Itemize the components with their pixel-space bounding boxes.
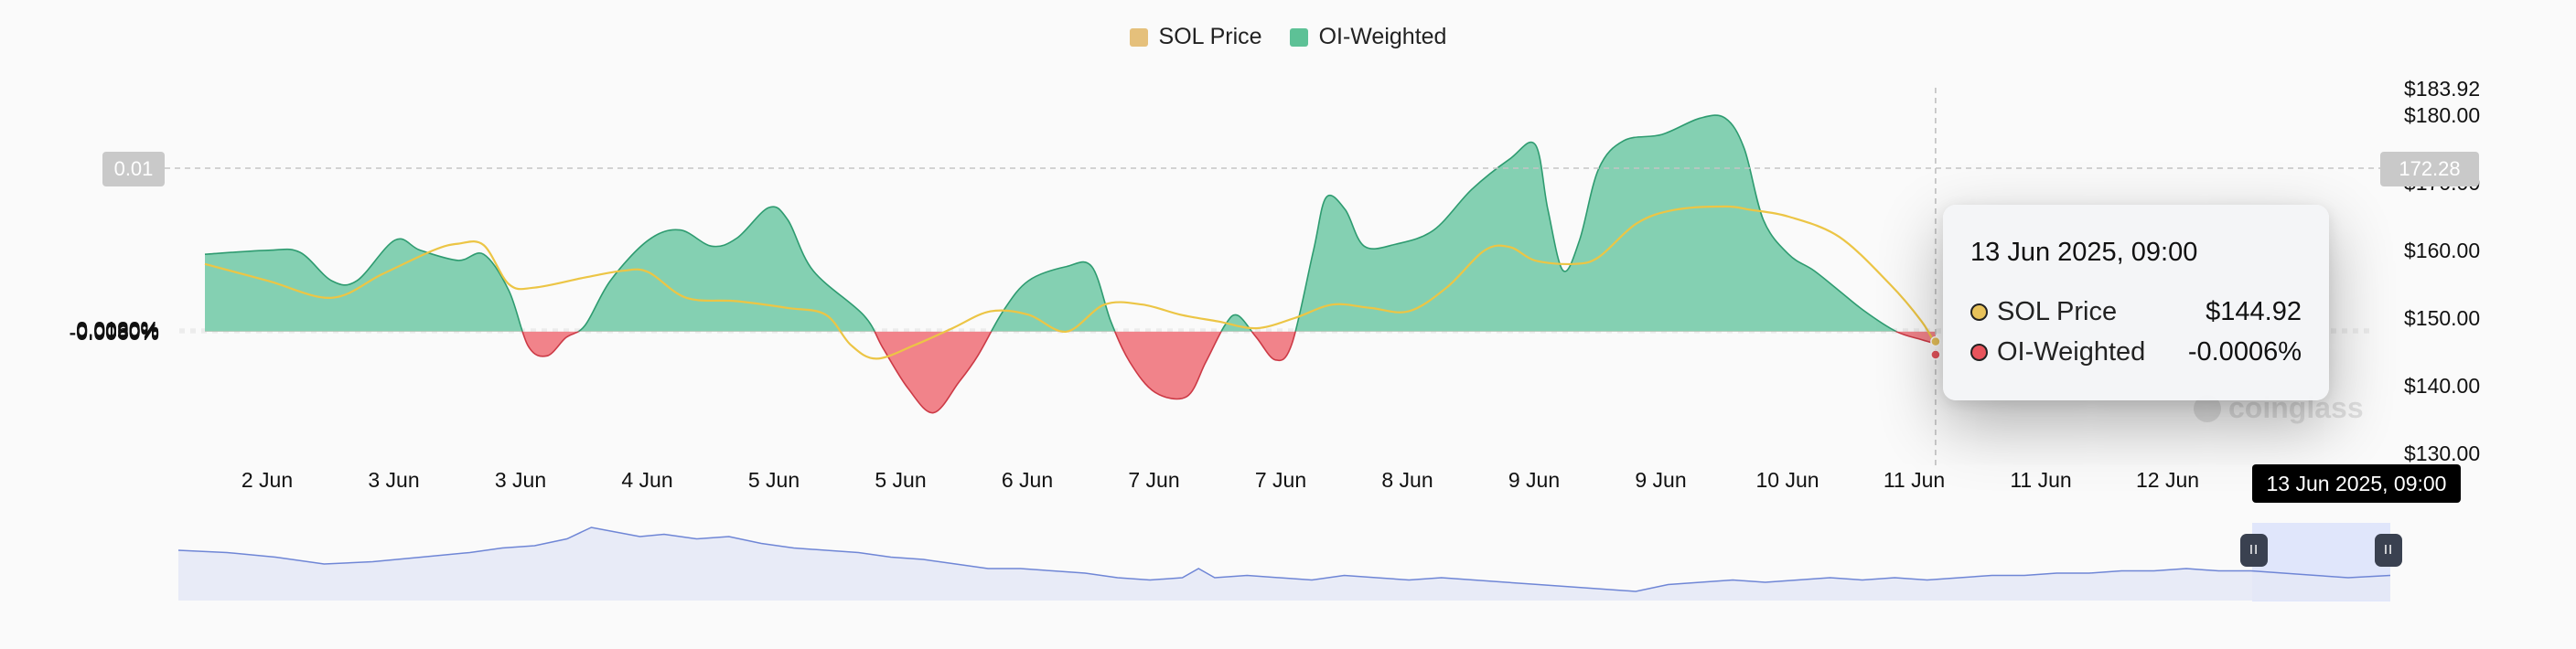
legend-item-oi-weighted[interactable]: OI-Weighted	[1289, 24, 1447, 50]
series-oi-weighted	[204, 114, 1937, 414]
x-tick-label: 11 Jun	[2010, 468, 2071, 492]
y-left-tick-label: -0.0030%	[70, 320, 159, 344]
legend-label-sol-price: SOL Price	[1158, 24, 1262, 49]
x-tick-label: 4 Jun	[621, 468, 672, 492]
x-tick-label: 9 Jun	[1635, 468, 1686, 492]
y-right-tick-label: $180.00	[2404, 103, 2480, 127]
y-left-tick-label: 0.0060%	[76, 318, 159, 342]
tooltip-date: 13 Jun 2025, 09:00	[1970, 238, 2198, 267]
x-tick-label: 2 Jun	[242, 468, 293, 492]
x-tick-label: 9 Jun	[1508, 468, 1560, 492]
x-tick-label: 12 Jun	[2136, 468, 2199, 492]
x-tick-label: 10 Jun	[1755, 468, 1819, 492]
legend-label-oi-weighted: OI-Weighted	[1318, 24, 1447, 49]
x-tick-label: 7 Jun	[1128, 468, 1179, 492]
x-tick-label: 5 Jun	[875, 468, 926, 492]
tooltip-dot-sol-price	[1970, 303, 1988, 321]
x-tick-label: 7 Jun	[1255, 468, 1306, 492]
crosshair	[165, 88, 2380, 466]
navigator[interactable]	[177, 523, 2391, 601]
tooltip-label-oi-weighted: OI-Weighted	[1997, 336, 2146, 367]
y-right-tick-label: $160.00	[2404, 239, 2480, 262]
sol-price-line	[204, 205, 1937, 360]
x-tick-label: 11 Jun	[1884, 468, 1945, 492]
crosshair-date-badge: 13 Jun 2025, 09:00	[2252, 464, 2461, 503]
x-tick-label: 8 Jun	[1381, 468, 1433, 492]
x-tick-label: 3 Jun	[495, 468, 546, 492]
y-left-tick-label: 0.0120%	[76, 317, 159, 341]
sol-price-marker	[1930, 335, 1941, 347]
tooltip: 13 Jun 2025, 09:00 SOL Price $144.92 OI-…	[1943, 205, 2329, 400]
legend-swatch-oi-weighted	[1289, 27, 1308, 47]
tooltip-value-oi-weighted: -0.0006%	[2187, 336, 2302, 367]
tooltip-value-sol-price: $144.92	[2206, 296, 2302, 326]
navigator-right-handle[interactable]: II	[2375, 534, 2402, 567]
crosshair-right-value: 172.28	[2380, 152, 2479, 186]
navigator-area	[178, 527, 2390, 601]
y-axis-right: $183.92$180.00$170.00$160.00$150.00$140.…	[2404, 77, 2480, 465]
y-right-tick-label: $130.00	[2404, 442, 2480, 465]
y-right-tick-label: $140.00	[2404, 374, 2480, 398]
tooltip-label-sol-price: SOL Price	[1997, 296, 2118, 326]
legend: SOL Price OI-Weighted	[0, 24, 2576, 50]
legend-item-sol-price[interactable]: SOL Price	[1129, 24, 1262, 50]
oi-weighted-marker	[1930, 349, 1941, 360]
crosshair-left-value: 0.01	[102, 152, 165, 186]
y-right-tick-label: $150.00	[2404, 306, 2480, 330]
navigator-line	[177, 527, 2391, 592]
y-left-tick-label: 0.0030%	[76, 319, 159, 343]
x-tick-label: 3 Jun	[368, 468, 419, 492]
oi-negative-line	[521, 331, 1937, 414]
tooltip-dot-oi-weighted	[1970, 343, 1988, 361]
y-left-tick-label: 0.0090%	[76, 318, 159, 342]
x-axis: 2 Jun 3 Jun 3 Jun 4 Jun 5 Jun 5 Jun 6 Jun 7 Jun…	[242, 468, 2199, 492]
navigator-left-handle[interactable]: II	[2240, 534, 2268, 567]
tooltip-row-oi-weighted: OI-Weighted -0.0006%	[1970, 332, 2302, 372]
legend-swatch-sol-price	[1129, 27, 1148, 47]
y-axis-left: 0.0120%0.0090%0.0060%0.0030%0%-0.0030%-0…	[70, 317, 159, 345]
x-tick-label: 6 Jun	[1002, 468, 1053, 492]
tooltip-row-sol-price: SOL Price $144.92	[1970, 292, 2302, 332]
oi-positive-area	[205, 115, 1896, 332]
y-left-tick-label: -0.0060%	[70, 321, 159, 345]
y-right-tick-label: $183.92	[2404, 77, 2480, 101]
y-left-tick-label: 0%	[129, 320, 159, 344]
oi-positive-line	[204, 114, 1898, 332]
x-tick-label: 5 Jun	[748, 468, 800, 492]
